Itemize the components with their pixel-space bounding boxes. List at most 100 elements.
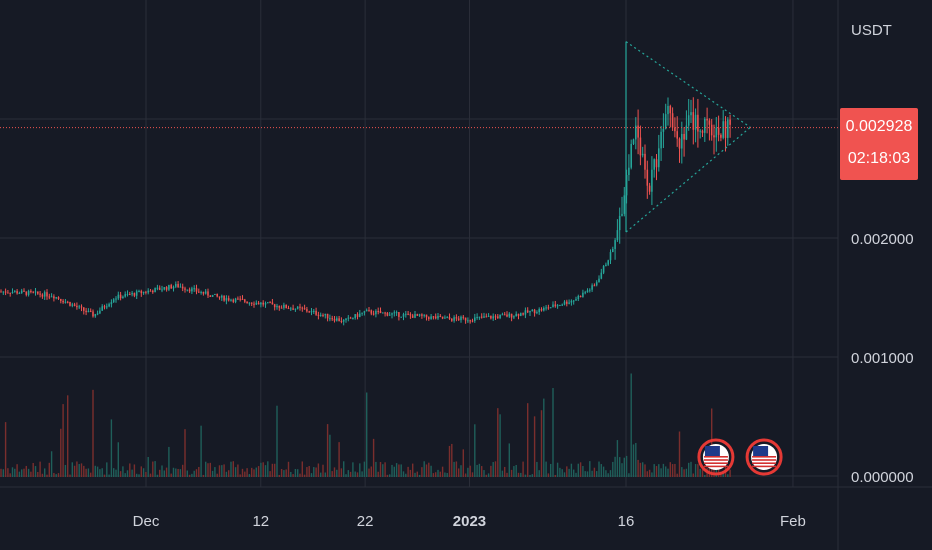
volume-bar: [425, 464, 428, 477]
candle-body: [232, 299, 235, 302]
volume-bar: [596, 471, 598, 477]
candle-body: [25, 291, 28, 295]
volume-bar: [554, 474, 556, 477]
volume-bar: [216, 473, 218, 477]
volume-bar: [142, 468, 145, 477]
candle-body: [572, 300, 575, 302]
us-flag-icon[interactable]: [697, 438, 735, 476]
volume-bar: [616, 440, 619, 477]
candle-body: [278, 305, 281, 308]
volume-bar: [520, 472, 522, 477]
triangle-upper-edge[interactable]: [625, 41, 751, 128]
candle-body: [23, 290, 25, 292]
volume-bar: [122, 466, 124, 477]
candle-body: [11, 291, 14, 294]
volume-bar: [536, 461, 538, 477]
volume-bar: [556, 462, 559, 477]
event-markers: [697, 438, 783, 476]
candle-body: [37, 291, 39, 294]
volume-bar: [200, 425, 202, 477]
flag-stripe: [752, 465, 777, 468]
volume-bar: [0, 468, 2, 477]
volume-bar: [607, 473, 609, 477]
volume-bar: [184, 429, 186, 477]
candle-body: [476, 316, 478, 318]
volume-bar: [343, 461, 345, 477]
time-tick-label: Dec: [133, 513, 160, 530]
volume-bar: [39, 461, 41, 477]
volume-bar: [14, 468, 16, 477]
candle-body: [384, 312, 386, 314]
candle-body: [692, 112, 695, 130]
volume-bar: [253, 469, 255, 477]
candle-body: [48, 296, 51, 298]
candle-body: [630, 143, 632, 168]
volume-bar: [513, 466, 515, 477]
us-flag-icon[interactable]: [745, 438, 783, 476]
candle-body: [635, 125, 637, 140]
candle-body: [715, 127, 718, 138]
volume-bar: [393, 466, 395, 477]
volume-bar: [508, 443, 510, 477]
candle-body: [382, 312, 384, 314]
triangle-lower-edge[interactable]: [625, 126, 751, 233]
volume-bar: [267, 461, 269, 477]
candle-body: [101, 306, 103, 311]
candle-body: [441, 316, 444, 319]
candle-body: [156, 287, 159, 289]
candle-body: [110, 302, 113, 305]
volume-bar: [7, 468, 9, 477]
candle-body: [326, 313, 329, 319]
candle-body: [223, 295, 225, 301]
time-tick-label: 12: [252, 513, 269, 530]
candle-body: [729, 119, 731, 125]
volume-bar: [50, 451, 53, 477]
candle-body: [526, 310, 529, 313]
candle-body: [471, 320, 474, 322]
volume-bar: [27, 468, 30, 477]
candle-body: [474, 317, 476, 322]
candle-body: [379, 311, 382, 314]
candle-body: [99, 310, 101, 314]
volume-bar: [154, 461, 156, 477]
candle-body: [149, 290, 152, 292]
candle-body: [540, 309, 543, 311]
volume-bar: [21, 469, 23, 477]
volume-bar: [584, 471, 586, 477]
candle-body: [227, 298, 230, 301]
candle-body: [648, 185, 651, 192]
candle-body: [2, 291, 5, 293]
volume-bar: [591, 470, 593, 477]
candle-body: [154, 288, 156, 293]
candle-body: [717, 127, 720, 135]
candle-body: [290, 308, 292, 310]
candle-body: [7, 292, 9, 294]
candle-body: [701, 130, 704, 133]
candle-body: [168, 285, 170, 290]
volume-bar: [688, 462, 690, 477]
volume-bar: [469, 465, 471, 477]
volume-bar: [57, 473, 60, 477]
candle-body: [566, 301, 568, 304]
candle-body: [216, 293, 218, 297]
volume-bar: [113, 468, 115, 477]
volume-bar: [660, 468, 662, 477]
volume-bar: [552, 388, 554, 477]
candle-body: [402, 314, 405, 317]
candle-body: [614, 240, 616, 249]
candle-body: [407, 313, 409, 315]
volume-bar: [474, 424, 476, 477]
volume-bar: [589, 461, 591, 477]
volume-bar: [630, 373, 632, 477]
candle-body: [628, 167, 630, 175]
candle-body: [221, 295, 223, 298]
volume-bar: [230, 461, 232, 477]
candle-body: [359, 313, 361, 317]
candle-body: [352, 318, 354, 320]
candle-body: [533, 309, 536, 314]
candle-body: [181, 286, 184, 289]
candle-body: [179, 286, 182, 288]
volume-bar: [177, 468, 179, 477]
volume-bar: [648, 469, 651, 477]
